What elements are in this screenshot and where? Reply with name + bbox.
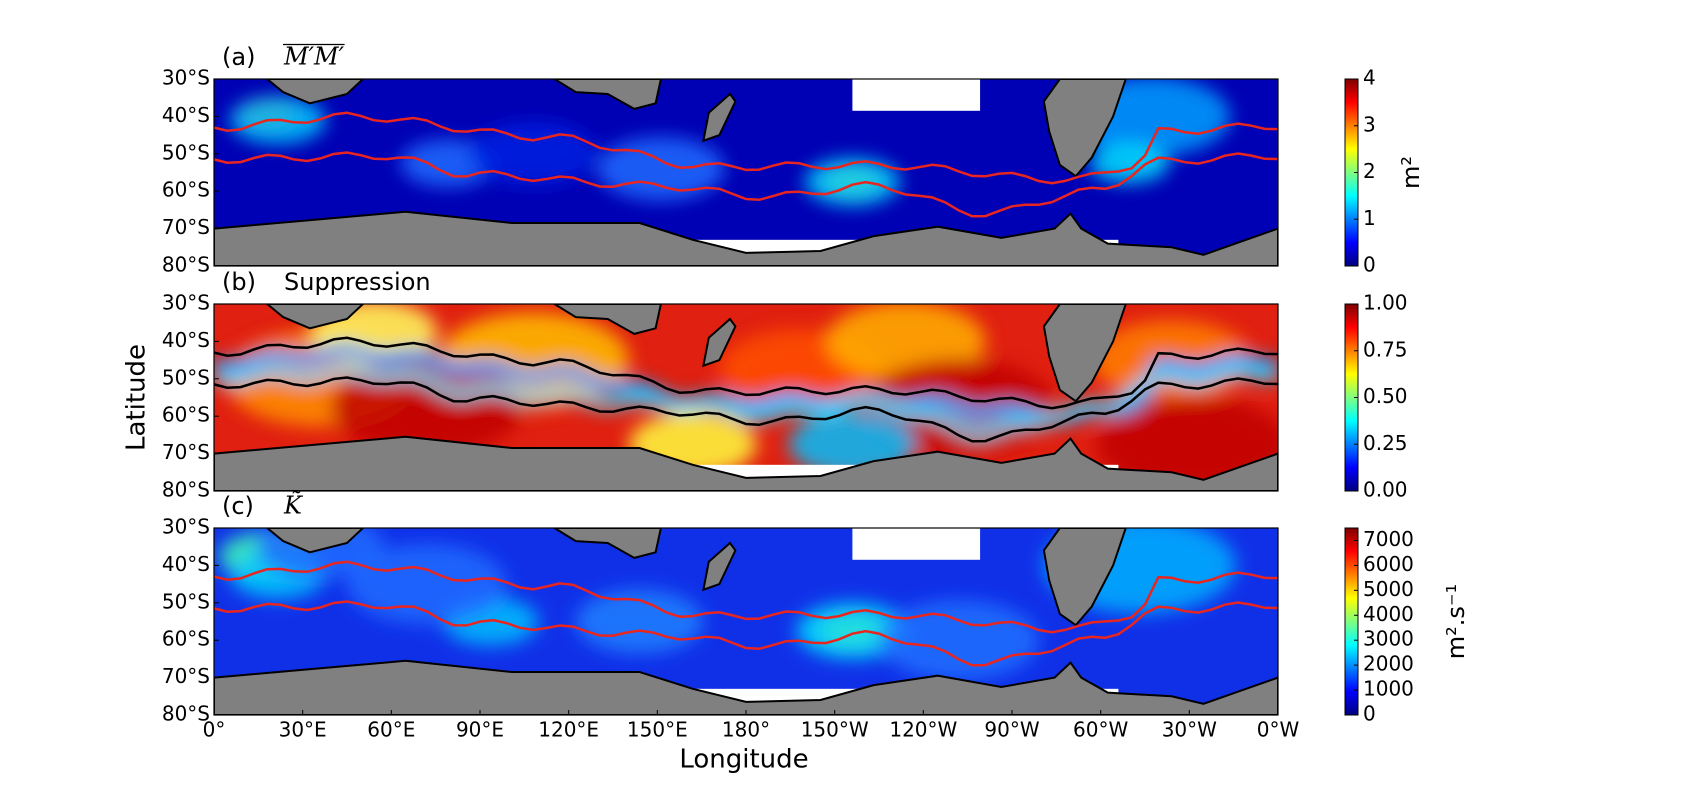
y-tick-label: 50°S: [162, 365, 210, 389]
panel-title: M′M′: [283, 43, 345, 71]
land: [702, 541, 737, 592]
x-tick-label: 150°W: [801, 718, 869, 742]
missing-data: [852, 79, 981, 111]
colorbar-tick-label: 0.25: [1363, 431, 1408, 455]
front-contour: [214, 111, 1278, 185]
front-contour: [214, 151, 1278, 218]
x-tick-label: 0°W: [1257, 718, 1300, 742]
land: [265, 304, 365, 330]
y-tick-label: 40°S: [162, 328, 210, 352]
x-tick-label: 180°: [722, 718, 770, 742]
x-tick-label: 120°W: [889, 718, 957, 742]
field-blob: [469, 121, 598, 186]
field: [214, 79, 1278, 266]
x-axis-label: Longitude: [679, 745, 808, 775]
y-axis-label: Latitude: [122, 344, 152, 451]
colorbar-tick-label: 2: [1363, 159, 1376, 183]
land: [552, 79, 662, 110]
field-blob: [596, 136, 725, 201]
x-tick-label: 60°W: [1073, 718, 1128, 742]
colorbar-label: m²: [1397, 156, 1425, 189]
colorbar-tick-label: 3000: [1363, 627, 1414, 651]
land: [702, 92, 737, 143]
x-tick-label: 30°E: [279, 718, 327, 742]
x-tick-label: 30°W: [1162, 718, 1217, 742]
y-tick-label: 60°S: [162, 178, 210, 202]
y-tick-label: 80°S: [162, 478, 210, 502]
x-tick-label: 90°W: [984, 718, 1039, 742]
colorbar-tick-label: 1: [1363, 206, 1376, 230]
land: [1042, 304, 1127, 403]
x-tick-label: 90°E: [456, 718, 504, 742]
field-texture: [214, 304, 1278, 491]
plot-frame: [213, 78, 1279, 267]
colorbar-tick-label: 3: [1363, 112, 1376, 136]
land: [1042, 79, 1127, 178]
colorbar-tick-label: 1.00: [1363, 291, 1408, 315]
colorbar-tick-label: 1000: [1363, 677, 1414, 701]
front-contour: [214, 376, 1278, 443]
colorbar-tick-label: 0: [1363, 702, 1376, 726]
front-contour: [214, 560, 1278, 634]
colorbar: [1344, 527, 1359, 716]
y-tick-label: 60°S: [162, 403, 210, 427]
colorbar-tick-label: 7000: [1363, 527, 1414, 551]
plot-frame: [213, 303, 1279, 492]
land: [265, 528, 365, 554]
y-tick-label: 30°S: [162, 515, 210, 539]
y-tick-label: 50°S: [162, 589, 210, 613]
panel-title: K̃: [283, 491, 304, 519]
colorbar-tick-label: 2000: [1363, 652, 1414, 676]
y-tick-label: 80°S: [162, 253, 210, 277]
map-panel: 30°S 40°S 50°S 60°S 70°S 80°S0° 30°E 60°E 90°E 12…: [162, 491, 1470, 774]
y-tick-label: 80°S: [162, 702, 210, 726]
panel-label: (c): [222, 492, 254, 520]
x-tick-label: 150°E: [627, 718, 688, 742]
colorbar-tick-label: 4: [1363, 66, 1376, 90]
y-tick-label: 70°S: [162, 215, 210, 239]
panel-label: (b): [222, 268, 256, 296]
land: [1042, 528, 1127, 627]
land: [552, 528, 662, 559]
land: [265, 79, 365, 105]
colorbar-tick-label: 0: [1363, 253, 1376, 277]
colorbar-label: m².s⁻¹: [1442, 584, 1470, 659]
colorbar-tick-label: 6000: [1363, 552, 1414, 576]
map-panel: 30°S 40°S 50°S 60°S 70°S 80°S (b) Suppression La…: [122, 268, 1408, 502]
colorbar-tick-label: 4000: [1363, 602, 1414, 626]
land: [214, 659, 1278, 715]
missing-data: [852, 528, 981, 560]
land: [214, 210, 1278, 266]
field-blob: [346, 544, 507, 625]
y-tick-label: 30°S: [162, 66, 210, 90]
field-blob: [1096, 396, 1278, 491]
y-tick-label: 40°S: [162, 552, 210, 576]
y-tick-label: 40°S: [162, 103, 210, 127]
y-tick-label: 60°S: [162, 627, 210, 651]
x-tick-label: 60°E: [367, 718, 415, 742]
field-blob: [878, 600, 1039, 681]
colorbar-tick-label: 0.50: [1363, 384, 1408, 408]
panel-label: (a): [222, 43, 255, 71]
panel-title: Suppression: [284, 268, 431, 296]
y-tick-label: 70°S: [162, 664, 210, 688]
y-tick-label: 70°S: [162, 440, 210, 464]
x-tick-label: 0°: [203, 718, 226, 742]
colorbar-tick-label: 5000: [1363, 577, 1414, 601]
y-tick-label: 30°S: [162, 291, 210, 315]
field: [214, 304, 1278, 491]
field: [214, 528, 1278, 715]
land: [552, 304, 662, 335]
front-contour: [214, 336, 1278, 410]
colorbar-tick-label: 0.75: [1363, 337, 1408, 361]
land: [702, 317, 737, 368]
x-tick-label: 120°E: [538, 718, 599, 742]
y-tick-label: 50°S: [162, 140, 210, 164]
field-band: [214, 364, 1278, 439]
land: [214, 435, 1278, 491]
map-panel: 30°S 40°S 50°S 60°S 70°S 80°S (a) M′M′ 0 1 2 3 4 m²: [162, 43, 1425, 277]
front-contour: [214, 600, 1278, 667]
colorbar-tick-label: 0.00: [1363, 478, 1408, 502]
